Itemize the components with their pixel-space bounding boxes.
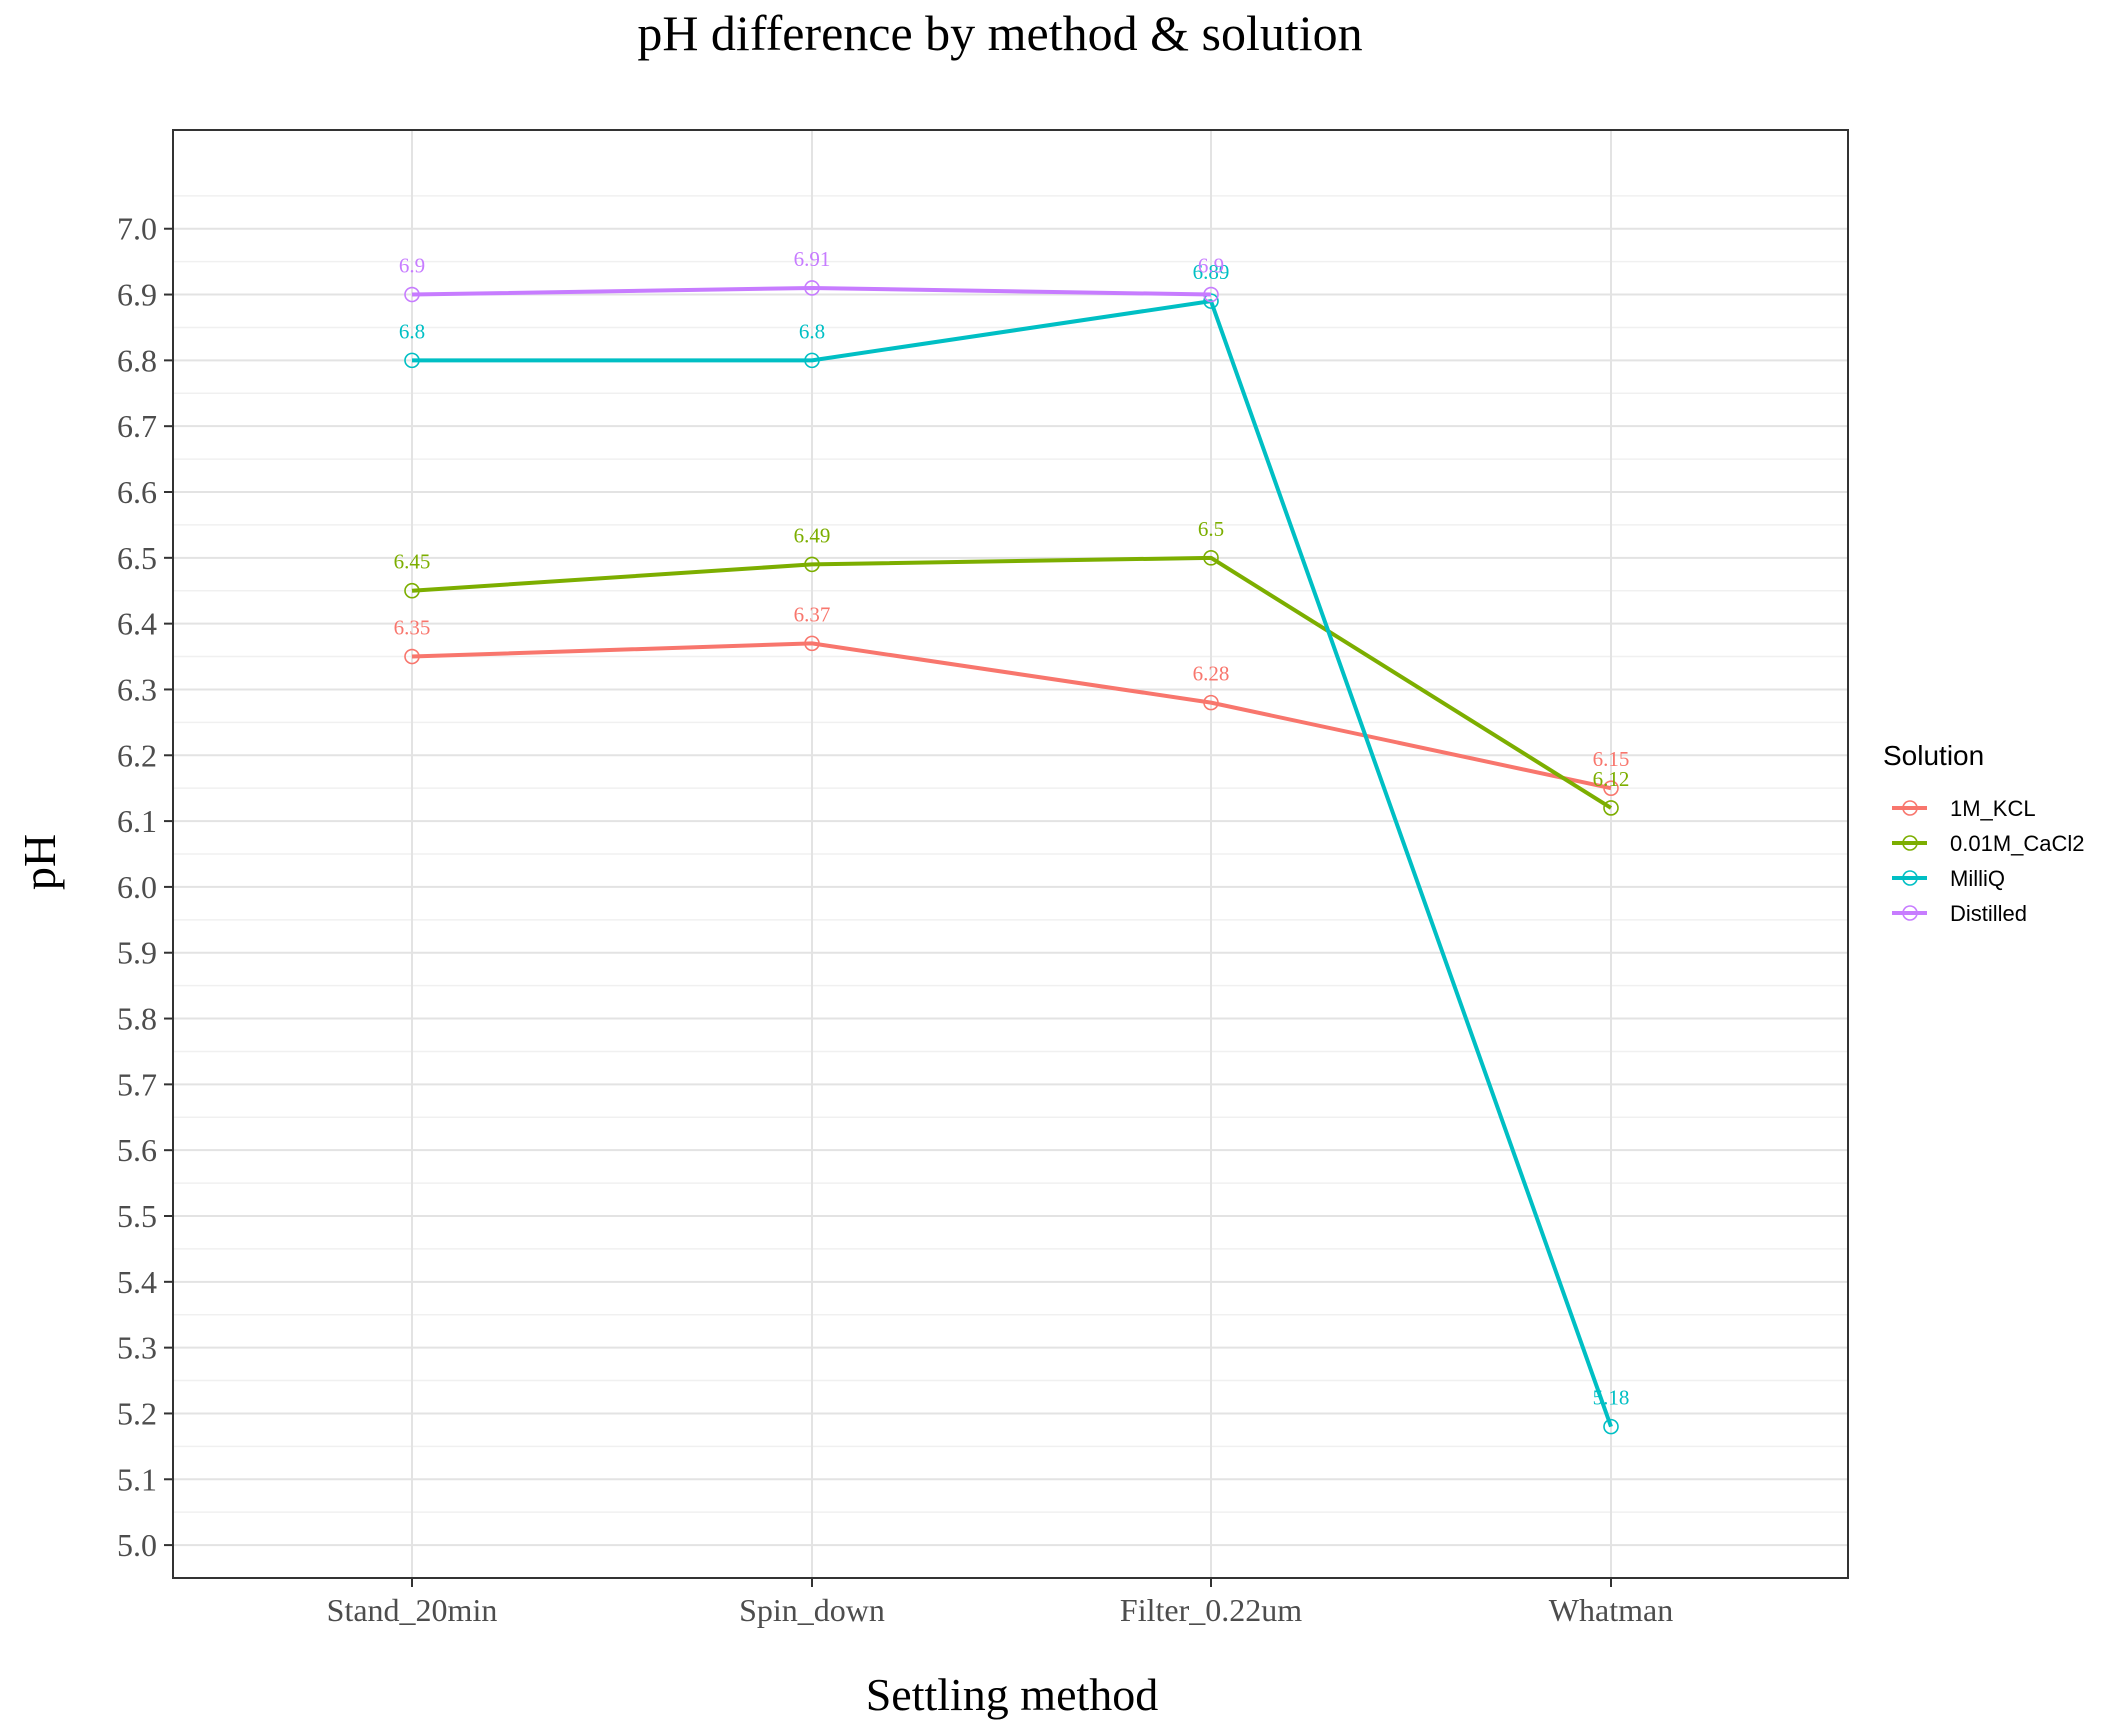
x-tick-label: Filter_0.22um: [1120, 1592, 1302, 1628]
legend-title: Solution: [1883, 740, 1984, 771]
y-tick-label: 5.7: [117, 1066, 157, 1102]
y-tick-label: 5.5: [117, 1198, 157, 1234]
series-1M_KCL: [404, 635, 1619, 796]
legend-key-point: [1902, 835, 1918, 851]
x-tick-label: Whatman: [1549, 1592, 1673, 1628]
series-MilliQ: [404, 293, 1619, 1435]
data-label: 6.89: [1193, 260, 1230, 284]
x-axis-title: Settling method: [866, 1669, 1159, 1720]
y-axis: 5.0 5.1 5.2 5.3 5.4 5.5 5.6 5.7 5.8 5.9 6.0 6.1 6.2 6…: [117, 211, 173, 1563]
y-tick-label: 6.0: [117, 869, 157, 905]
legend: Solution 1M_KCL 0.01M_CaCl2 MilliQ Distille…: [1883, 740, 2085, 926]
legend-label: 0.01M_CaCl2: [1950, 831, 2085, 856]
data-label: 6.12: [1593, 767, 1630, 791]
y-axis-title: pH: [14, 834, 65, 890]
data-label: 6.37: [794, 602, 831, 626]
data-point: [1603, 780, 1619, 796]
y-tick-label: 5.6: [117, 1132, 157, 1168]
data-label: 6.9: [1198, 254, 1224, 278]
y-tick-label: 6.4: [117, 606, 157, 642]
y-tick-label: 6.9: [117, 277, 157, 313]
data-point: [404, 286, 420, 303]
series-0.01M_CaCl2: [404, 550, 1619, 816]
y-tick-label: 6.8: [117, 342, 157, 378]
plot-panel: [172, 129, 1849, 1579]
data-point: [404, 582, 420, 599]
data-point: [804, 352, 820, 369]
data-label: 6.5: [1198, 517, 1224, 541]
data-point: [1203, 286, 1219, 303]
data-point: [804, 556, 820, 573]
chart-title: pH difference by method & solution: [637, 5, 1362, 61]
legend-key-point: [1902, 905, 1918, 921]
data-label: 6.91: [794, 247, 831, 271]
series-line: [412, 299, 1613, 1428]
data-label: 6.8: [799, 319, 825, 343]
data-label: 6.8: [399, 319, 425, 343]
data-label: 6.49: [794, 523, 831, 547]
y-tick-label: 6.2: [117, 737, 157, 773]
data-point: [404, 648, 420, 665]
data-point: [1603, 800, 1619, 816]
data-point: [1203, 550, 1219, 566]
y-tick-label: 6.6: [117, 474, 157, 510]
y-tick-label: 7.0: [117, 211, 157, 247]
data-label: 6.45: [394, 550, 431, 574]
legend-item-Distilled: Distilled: [1892, 901, 2027, 926]
legend-item-0.01M_CaCl2: 0.01M_CaCl2: [1892, 831, 2085, 856]
data-label: 6.35: [394, 616, 431, 640]
data-point: [1603, 1418, 1619, 1435]
data-point: [804, 635, 820, 652]
y-tick-label: 5.0: [117, 1527, 157, 1563]
y-tick-label: 6.3: [117, 671, 157, 707]
series-layer: [404, 280, 1619, 1435]
data-point: [804, 280, 820, 296]
legend-item-1M_KCL: 1M_KCL: [1892, 796, 2036, 821]
x-axis: Stand_20min Spin_down Filter_0.22um Whatman: [327, 1578, 1673, 1628]
series-line: [411, 641, 1612, 791]
data-label: 6.15: [1593, 747, 1630, 771]
y-tick-label: 5.1: [117, 1461, 157, 1497]
series-Distilled: [404, 280, 1219, 303]
legend-key-point: [1902, 870, 1918, 886]
panel-border: [172, 129, 1849, 1579]
series-line: [411, 285, 1212, 297]
data-label: 5.18: [1593, 1386, 1630, 1410]
data-label: 6.28: [1193, 662, 1230, 686]
y-tick-label: 5.3: [117, 1330, 157, 1366]
legend-label: MilliQ: [1950, 866, 2005, 891]
legend-key-point: [1902, 800, 1918, 816]
x-tick-label: Stand_20min: [327, 1592, 498, 1628]
legend-label: 1M_KCL: [1950, 796, 2036, 821]
legend-item-MilliQ: MilliQ: [1892, 866, 2005, 891]
legend-label: Distilled: [1950, 901, 2027, 926]
y-tick-label: 5.2: [117, 1395, 157, 1431]
data-point: [404, 352, 420, 369]
series-line: [411, 555, 1613, 810]
y-tick-label: 5.4: [117, 1264, 157, 1300]
y-tick-label: 5.8: [117, 1001, 157, 1037]
data-labels: 6.35 6.37 6.28 6.15 6.45 6.49 6.5 6.12 6.8 6.8 6.8…: [394, 247, 1630, 1410]
data-label: 6.9: [399, 254, 425, 278]
y-tick-label: 6.7: [117, 408, 157, 444]
y-tick-label: 6.5: [117, 540, 157, 576]
x-tick-label: Spin_down: [739, 1592, 885, 1628]
data-point: [1203, 694, 1219, 711]
y-tick-label: 5.9: [117, 935, 157, 971]
y-tick-label: 6.1: [117, 803, 157, 839]
